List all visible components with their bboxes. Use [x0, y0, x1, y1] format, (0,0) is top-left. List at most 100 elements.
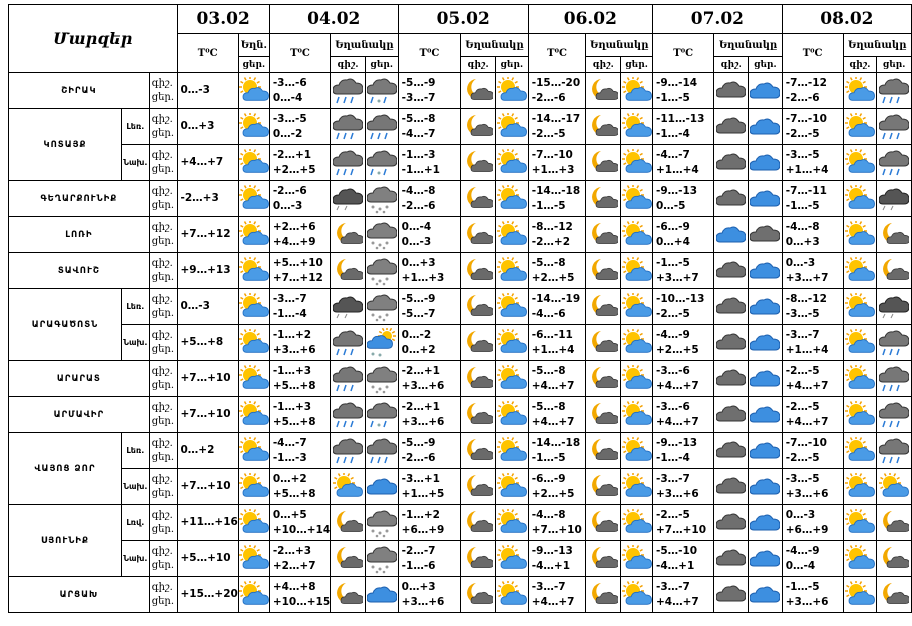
night-temperature: -3…-6 — [655, 364, 690, 377]
day-temperature: -1…-3 — [272, 451, 307, 464]
day-temperature: -2…-5 — [655, 307, 690, 320]
temperature-cell: -3…-7 +4…+7 — [527, 576, 587, 613]
sub-region-label: Լեռ. — [120, 288, 150, 325]
day-subheader: ցեր. — [620, 56, 653, 73]
day-temperature: -2…+2 — [531, 235, 571, 248]
moon-cloud-icon — [330, 540, 366, 577]
temperature-cell: 0…+5 +10…+14 — [268, 504, 332, 541]
temperature-cell: -9…-13 -4…+1 — [527, 540, 587, 577]
region-row: ԱՐԱԳԱԾՈՏՆ Լեռ. գիշ. ցեր. 0…-3 -3…-7 -1…-4 -5…-9… — [8, 288, 912, 361]
night-temperature: +7…+10 — [180, 408, 231, 420]
blue-cloud-icon — [748, 504, 783, 541]
day-temperature: +4…+7 — [785, 415, 829, 428]
temperature-header: T⁰C — [527, 33, 587, 73]
night-temperature: -7…-11 — [785, 184, 827, 197]
temperature-cell: -3…-7 -1…-4 — [268, 288, 332, 325]
sun-cloud-icon — [494, 72, 529, 109]
sleet-cloud-icon — [364, 396, 399, 433]
day-temperature: +3…+7 — [655, 271, 699, 284]
temperature-cell: -2…+1 +2…+5 — [268, 144, 332, 181]
night-label: գիշ. — [151, 221, 173, 233]
sun-cloud-icon — [620, 72, 653, 109]
moon-cloud-icon — [585, 108, 622, 145]
night-temperature: -7…-10 — [531, 148, 573, 161]
night-temperature: -1…+2 — [401, 508, 440, 521]
sun-cloud-icon — [842, 576, 878, 613]
day-label: ցեր. — [151, 343, 175, 355]
temperature-cell: -11…-13 -1…-4 — [651, 108, 715, 145]
moon-cloud-icon — [330, 504, 366, 541]
temperature-cell: -1…+3 +5…+8 — [268, 360, 332, 397]
snow-cloud-icon — [364, 540, 399, 577]
night-temperature: -6…-11 — [531, 328, 573, 341]
day-temperature: +4…+7 — [531, 415, 575, 428]
night-temperature: +5…+8 — [180, 336, 224, 348]
day-temperature: -2…-6 — [401, 199, 436, 212]
sun-cloud-icon — [620, 252, 653, 289]
night-label: գիշ. — [151, 473, 173, 485]
blue-cloud-icon — [748, 288, 783, 325]
temperature-cell: -5…-9 -2…-6 — [397, 432, 462, 469]
sun-cloud-icon — [620, 180, 653, 217]
day-temperature: -1…-5 — [655, 91, 690, 104]
day-temperature: +3…+6 — [655, 487, 699, 500]
day-temperature: +1…+4 — [531, 343, 575, 356]
rain-cloud-icon — [876, 432, 912, 469]
sun-cloud-icon — [842, 216, 878, 253]
night-temperature: -2…-6 — [272, 184, 307, 197]
night-temperature: +4…+7 — [180, 156, 224, 168]
time-of-day-labels: գիշ. ցեր. — [148, 576, 178, 613]
night-temperature: 0…-3 — [180, 300, 210, 312]
blue-cloud-icon — [748, 252, 783, 289]
region-name: ԱՐՑԱԽ — [8, 576, 150, 613]
day-temperature: -2…-5 — [785, 451, 820, 464]
day-temperature: +4…+7 — [531, 379, 575, 392]
sun-cloud-icon — [620, 540, 653, 577]
date-header: 04.02 — [268, 4, 399, 34]
date-header: 07.02 — [651, 4, 783, 34]
sleet-cloud-icon — [364, 72, 399, 109]
day-temperature: -1…-4 — [655, 451, 690, 464]
night-temperature: -7…-10 — [785, 436, 827, 449]
night-label: գիշ. — [151, 365, 173, 377]
sun-cloud-icon — [842, 504, 878, 541]
night-temperature: +11…+16 — [180, 516, 238, 528]
moon-cloud-icon — [460, 468, 496, 505]
day-temperature: 0…+3 — [785, 235, 820, 248]
rain-cloud-icon — [876, 396, 912, 433]
moon-cloud-icon — [876, 252, 912, 289]
sun-cloud-icon — [330, 468, 366, 505]
temperature-cell: -15…-20 -2…-6 — [527, 72, 587, 109]
rain-cloud-icon — [364, 432, 399, 469]
time-of-day-labels: գիշ. ցեր. — [148, 288, 178, 325]
temperature-header: T⁰C — [268, 33, 332, 73]
region-row: ՎԱՅՈՑ ՁՈՐ Լեռ. գիշ. ցեր. 0…+2 -4…-7 -1…-3 -5…-9… — [8, 432, 912, 505]
region-name: ԼՈՌԻ — [8, 216, 150, 253]
region-row: Նախ. գիշ. ցեր. +7…+10 0…+2 +5…+8 -3…+1 +1…+5 -6…… — [9, 468, 912, 505]
night-temperature: -3…+1 — [401, 472, 440, 485]
moon-cloud-icon — [460, 504, 496, 541]
temperature-cell: -5…-8 +4…+7 — [527, 396, 587, 433]
time-of-day-labels: գիշ. ցեր. — [148, 396, 178, 433]
dark-cloud-icon — [330, 288, 366, 325]
temperature-cell: -14…-19 -4…-6 — [527, 288, 587, 325]
blue-cloud-icon — [748, 576, 783, 613]
temperature-cell: -2…+1 +3…+6 — [397, 360, 462, 397]
sun-cloud-icon — [842, 540, 878, 577]
blue-cloud-icon — [364, 576, 399, 613]
night-temperature: -4…-8 — [785, 220, 820, 233]
day-temperature: -1…-5 — [785, 199, 820, 212]
cloud-icon — [713, 468, 749, 505]
sun-cloud-icon — [494, 108, 529, 145]
blue-cloud-icon — [713, 216, 749, 253]
night-temperature: 0…-4 — [401, 220, 432, 233]
sub-region-label: Նախ. — [120, 144, 150, 181]
time-of-day-labels: գիշ. ցեր. — [148, 180, 178, 217]
night-temperature: -7…-12 — [785, 76, 827, 89]
cloud-icon — [713, 432, 749, 469]
temperature-cell: -3…+1 +1…+5 — [397, 468, 462, 505]
temperature-cell: -1…+2 +6…+9 — [397, 504, 462, 541]
night-temperature: -5…-9 — [401, 292, 436, 305]
sun-cloud-icon — [620, 108, 653, 145]
rain-cloud-icon — [330, 432, 366, 469]
